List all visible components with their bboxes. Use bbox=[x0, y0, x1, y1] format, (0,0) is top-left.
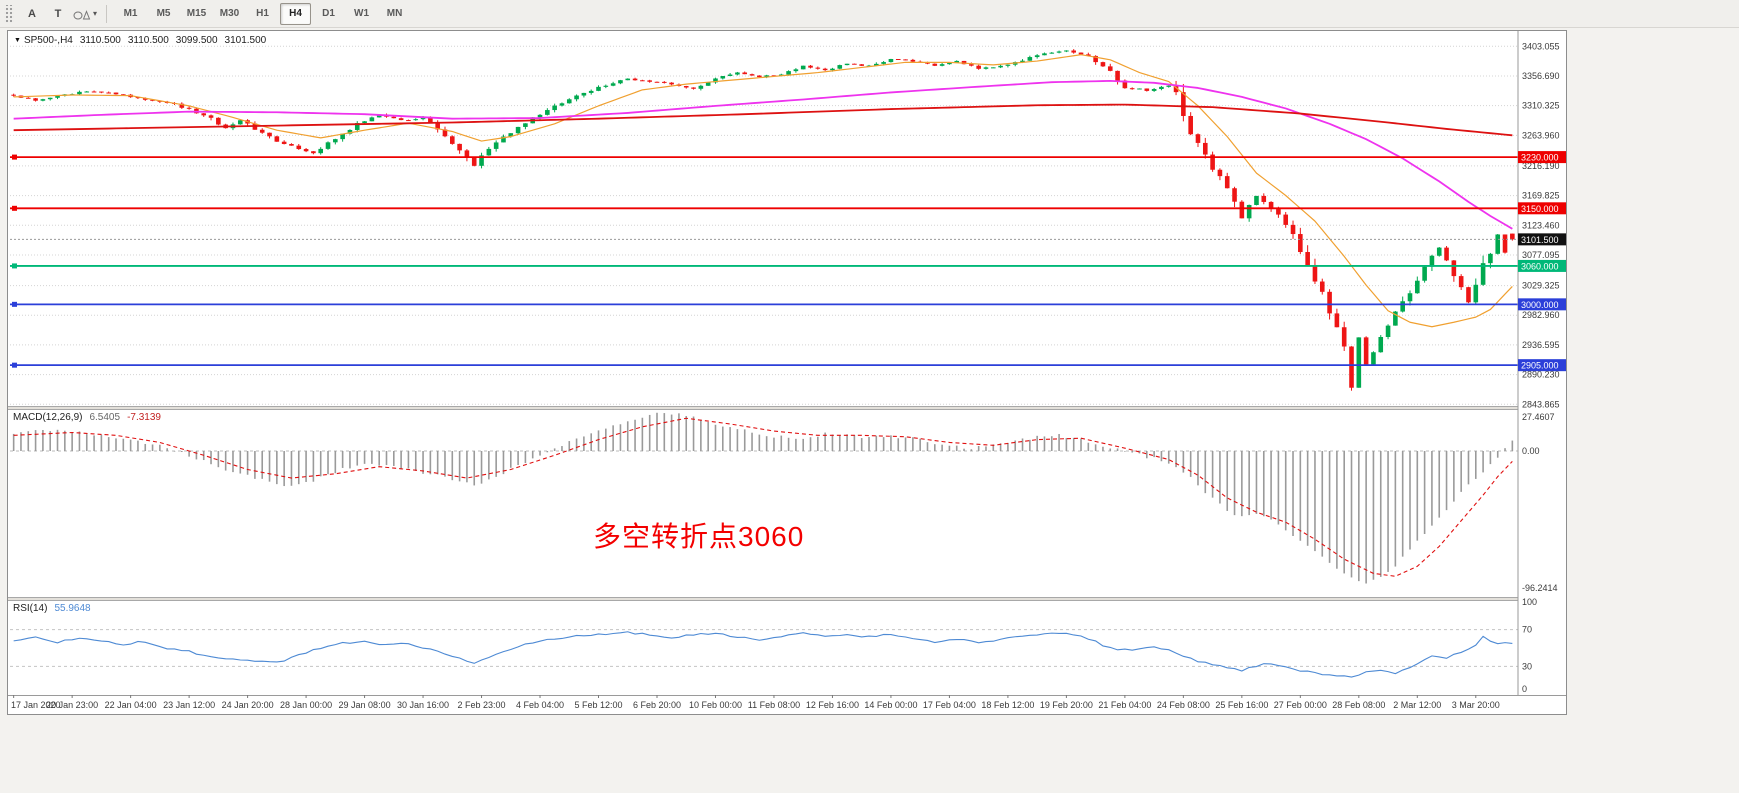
svg-text:30: 30 bbox=[1522, 661, 1532, 671]
svg-text:3 Mar 20:00: 3 Mar 20:00 bbox=[1452, 700, 1500, 710]
svg-text:3000.000: 3000.000 bbox=[1521, 300, 1559, 310]
toolbar-grip[interactable] bbox=[4, 4, 14, 23]
current-price-badge: 3101.500 bbox=[1518, 233, 1566, 246]
svg-text:25 Feb 16:00: 25 Feb 16:00 bbox=[1215, 700, 1268, 710]
tf-button-m15[interactable]: M15 bbox=[186, 8, 207, 19]
svg-text:3060.000: 3060.000 bbox=[1521, 261, 1559, 271]
shapes-tool-button[interactable]: ▾ bbox=[72, 3, 98, 25]
price-gridlines bbox=[10, 45, 1518, 405]
svg-text:2 Feb 23:00: 2 Feb 23:00 bbox=[458, 700, 506, 710]
svg-text:11 Feb 08:00: 11 Feb 08:00 bbox=[748, 700, 800, 710]
svg-text:2890.230: 2890.230 bbox=[1522, 370, 1560, 380]
price-badge-2905.000: 2905.000 bbox=[1518, 359, 1566, 372]
svg-text:3310.325: 3310.325 bbox=[1522, 101, 1560, 111]
svg-text:27.4607: 27.4607 bbox=[1522, 412, 1555, 422]
toolbar: A T ▾ M1 M5 M15 M30 H1 H4 D1 W1 MN bbox=[0, 0, 1739, 28]
svg-text:29 Jan 08:00: 29 Jan 08:00 bbox=[339, 700, 391, 710]
macd-panel bbox=[10, 412, 1518, 584]
ma-slow-line bbox=[13, 103, 1513, 137]
panel-divider[interactable] bbox=[8, 597, 1566, 601]
svg-text:-96.2414: -96.2414 bbox=[1522, 583, 1558, 593]
svg-text:3356.690: 3356.690 bbox=[1522, 71, 1560, 81]
svg-text:30 Jan 16:00: 30 Jan 16:00 bbox=[397, 700, 449, 710]
svg-text:3169.825: 3169.825 bbox=[1522, 191, 1560, 201]
svg-text:24 Feb 08:00: 24 Feb 08:00 bbox=[1157, 700, 1210, 710]
tf-button-mn[interactable]: MN bbox=[386, 8, 403, 19]
svg-text:17 Jan 2020: 17 Jan 2020 bbox=[11, 700, 61, 710]
svg-text:0: 0 bbox=[1522, 684, 1527, 694]
svg-text:2982.960: 2982.960 bbox=[1522, 310, 1560, 320]
svg-text:3029.325: 3029.325 bbox=[1522, 281, 1560, 291]
hline-3150.000[interactable] bbox=[10, 205, 1518, 211]
price-badge-3230.000: 3230.000 bbox=[1518, 151, 1566, 164]
svg-text:2843.865: 2843.865 bbox=[1522, 399, 1560, 409]
price-badge-3000.000: 3000.000 bbox=[1518, 298, 1566, 311]
rsi-panel bbox=[10, 629, 1518, 678]
timeframe-group: M1 M5 M15 M30 H1 H4 D1 W1 MN bbox=[114, 2, 411, 25]
svg-text:3150.000: 3150.000 bbox=[1521, 204, 1559, 214]
svg-text:3403.055: 3403.055 bbox=[1522, 41, 1560, 51]
svg-text:28 Feb 08:00: 28 Feb 08:00 bbox=[1332, 700, 1385, 710]
svg-text:2 Mar 12:00: 2 Mar 12:00 bbox=[1393, 700, 1441, 710]
svg-text:3230.000: 3230.000 bbox=[1521, 153, 1559, 163]
svg-text:14 Feb 00:00: 14 Feb 00:00 bbox=[864, 700, 917, 710]
svg-text:17 Feb 04:00: 17 Feb 04:00 bbox=[923, 700, 976, 710]
tf-button-w1[interactable]: W1 bbox=[354, 8, 370, 19]
tf-button-m1[interactable]: M1 bbox=[123, 8, 138, 19]
svg-text:21 Feb 04:00: 21 Feb 04:00 bbox=[1098, 700, 1151, 710]
tf-button-m5[interactable]: M5 bbox=[156, 8, 171, 19]
svg-text:12 Feb 16:00: 12 Feb 16:00 bbox=[806, 700, 859, 710]
chart-window: 3403.055 3356.690 3310.325 3263.960 3216.190… bbox=[7, 30, 1567, 715]
svg-text:10 Feb 00:00: 10 Feb 00:00 bbox=[689, 700, 742, 710]
text-tool-button[interactable]: A bbox=[28, 7, 36, 20]
chart-canvas[interactable]: 3403.055 3356.690 3310.325 3263.960 3216.190… bbox=[8, 31, 1566, 714]
hline-3000.000[interactable] bbox=[10, 301, 1518, 307]
svg-text:100: 100 bbox=[1522, 597, 1537, 607]
svg-text:27 Feb 00:00: 27 Feb 00:00 bbox=[1274, 700, 1327, 710]
candlestick-series bbox=[11, 49, 1515, 391]
svg-text:20 Jan 23:00: 20 Jan 23:00 bbox=[46, 700, 98, 710]
hline-3060.000[interactable] bbox=[10, 263, 1518, 269]
tf-button-h1[interactable]: H1 bbox=[256, 8, 269, 19]
chevron-down-icon: ▾ bbox=[93, 9, 98, 18]
svg-text:3101.500: 3101.500 bbox=[1521, 235, 1559, 245]
svg-text:2936.595: 2936.595 bbox=[1522, 340, 1560, 350]
svg-text:70: 70 bbox=[1522, 625, 1532, 635]
svg-text:5 Feb 12:00: 5 Feb 12:00 bbox=[574, 700, 622, 710]
panel-divider[interactable] bbox=[8, 406, 1566, 410]
label-tool-button[interactable]: T bbox=[54, 7, 62, 20]
svg-text:2905.000: 2905.000 bbox=[1521, 361, 1559, 371]
ma-mid-line bbox=[13, 80, 1513, 230]
tf-button-h4[interactable]: H4 bbox=[280, 2, 312, 25]
svg-text:28 Jan 00:00: 28 Jan 00:00 bbox=[280, 700, 332, 710]
hline-2905.000[interactable] bbox=[10, 362, 1518, 368]
svg-text:3123.460: 3123.460 bbox=[1522, 220, 1560, 230]
price-badge-3150.000: 3150.000 bbox=[1518, 202, 1566, 215]
toolbar-separator bbox=[106, 4, 108, 23]
svg-text:3263.960: 3263.960 bbox=[1522, 130, 1560, 140]
svg-text:0.00: 0.00 bbox=[1522, 446, 1540, 456]
tf-button-d1[interactable]: D1 bbox=[322, 8, 335, 19]
svg-text:3077.095: 3077.095 bbox=[1522, 250, 1560, 260]
price-badge-3060.000: 3060.000 bbox=[1518, 259, 1566, 272]
hline-3230.000[interactable] bbox=[10, 154, 1518, 160]
tf-button-m30[interactable]: M30 bbox=[219, 8, 240, 19]
svg-text:4 Feb 04:00: 4 Feb 04:00 bbox=[516, 700, 564, 710]
svg-text:6 Feb 20:00: 6 Feb 20:00 bbox=[633, 700, 681, 710]
shapes-icon bbox=[73, 9, 91, 19]
svg-text:3216.190: 3216.190 bbox=[1522, 161, 1560, 171]
svg-text:23 Jan 12:00: 23 Jan 12:00 bbox=[163, 700, 215, 710]
svg-text:19 Feb 20:00: 19 Feb 20:00 bbox=[1040, 700, 1093, 710]
annotation-text[interactable]: 多空转折点3060 bbox=[593, 521, 805, 552]
svg-text:24 Jan 20:00: 24 Jan 20:00 bbox=[222, 700, 274, 710]
svg-text:18 Feb 12:00: 18 Feb 12:00 bbox=[981, 700, 1034, 710]
svg-text:22 Jan 04:00: 22 Jan 04:00 bbox=[105, 700, 157, 710]
